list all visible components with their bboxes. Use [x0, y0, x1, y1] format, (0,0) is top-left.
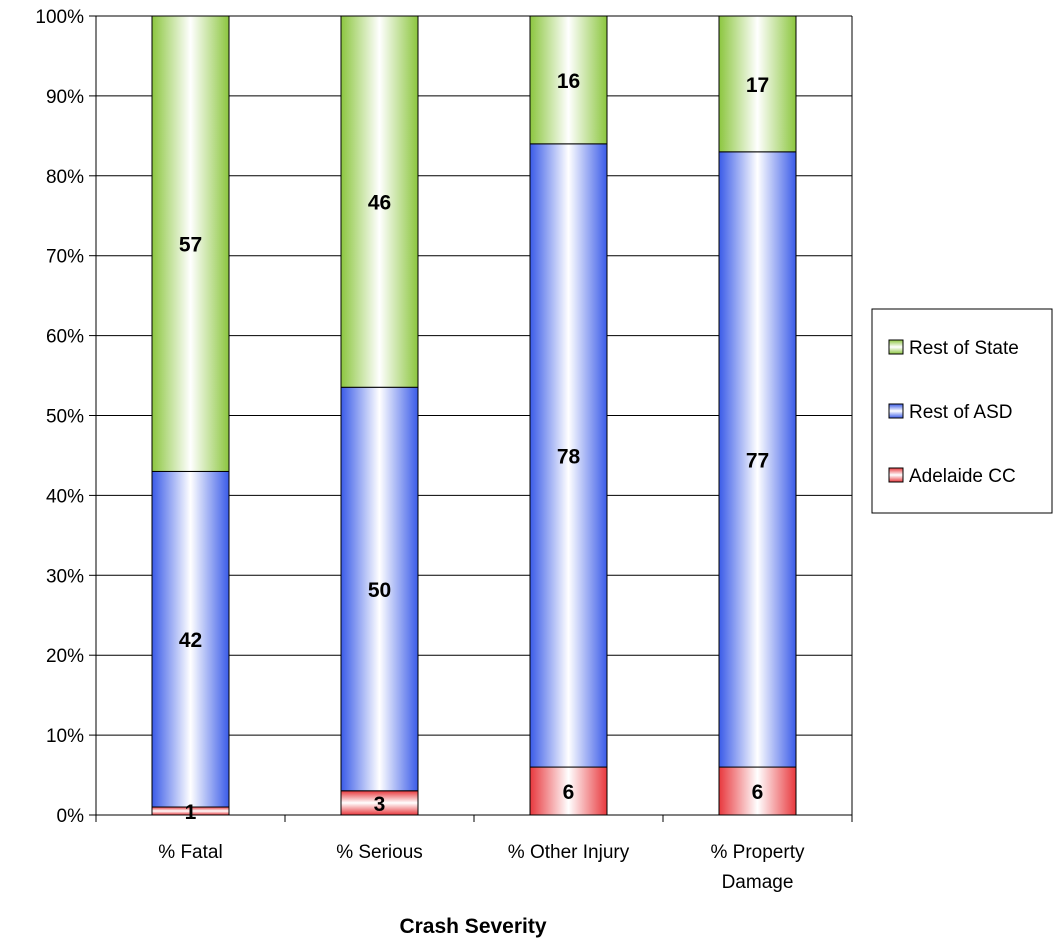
data-label: 3: [374, 793, 386, 816]
data-label: 1: [185, 801, 197, 824]
data-labels: 1 42 57 3 50 46 6 78 16 6 77 17: [179, 70, 769, 824]
y-tick-label: 60%: [46, 327, 84, 348]
y-tick-label: 90%: [46, 87, 84, 108]
data-label: 46: [368, 192, 391, 215]
y-tick-label: 0%: [57, 806, 85, 827]
data-label: 6: [752, 781, 764, 804]
x-category-label: % Serious: [336, 842, 423, 863]
legend-entry-label: Rest of ASD: [909, 402, 1013, 423]
bars: [151, 15, 797, 816]
data-label: 78: [557, 445, 581, 468]
y-tick-label: 40%: [46, 486, 84, 507]
legend-swatch: [888, 403, 904, 419]
y-tick-label: 70%: [46, 247, 84, 268]
legend-entry-label: Rest of State: [909, 338, 1019, 359]
data-label: 17: [746, 74, 769, 97]
legend: Rest of State Rest of ASD Adelaide CC: [871, 308, 1053, 514]
legend-entry-label: Adelaide CC: [909, 466, 1016, 487]
y-tick-label: 100%: [35, 7, 84, 28]
data-label: 57: [179, 234, 202, 257]
bar-segment-rest-of-asd: [340, 386, 419, 792]
axes: 0% 10% 20% 30% 40% 50% 60% 70% 80% 90% 100% % Fatal…: [35, 7, 853, 893]
bar-segment-adelaide-cc: [529, 766, 608, 816]
legend-swatch: [888, 467, 904, 483]
x-axis-title: Crash Severity: [399, 915, 546, 938]
y-tick-label: 50%: [46, 407, 84, 428]
x-category-label: % Fatal: [158, 842, 222, 863]
data-label: 77: [746, 449, 769, 472]
bar-segment-rest-of-state: [718, 15, 797, 153]
bar-segment-rest-of-state: [340, 15, 419, 388]
data-label: 50: [368, 579, 391, 602]
x-category-label: % Other Injury: [508, 842, 630, 863]
y-tick-label: 10%: [46, 726, 84, 747]
y-tick-label: 20%: [46, 646, 84, 667]
data-label: 16: [557, 70, 580, 93]
y-tick-label: 80%: [46, 167, 84, 188]
data-label: 42: [179, 629, 202, 652]
x-category-label: % Property Damage: [711, 842, 805, 893]
bar-segment-rest-of-asd: [151, 470, 230, 808]
y-tick-label: 30%: [46, 566, 84, 587]
bar-segment-rest-of-asd: [718, 151, 797, 768]
data-label: 6: [563, 781, 575, 804]
bar-segment-rest-of-state: [529, 15, 608, 145]
bar-segment-rest-of-state: [151, 15, 230, 472]
bar-segment-rest-of-asd: [529, 143, 608, 768]
legend-swatch: [888, 339, 904, 355]
